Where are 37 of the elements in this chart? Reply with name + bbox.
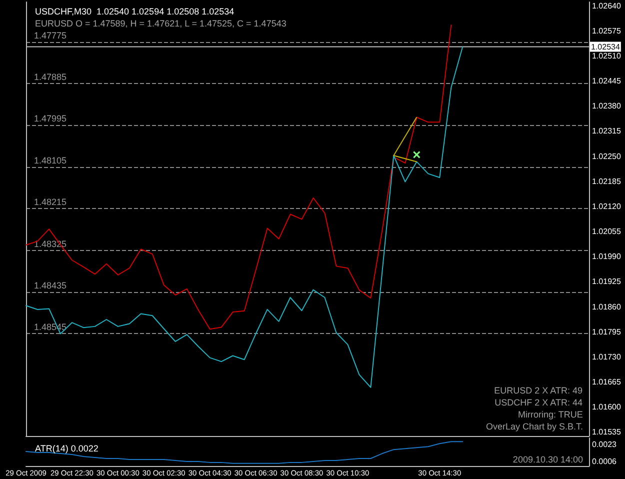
chart-title: USDCHF,M30 1.02540 1.02594 1.02508 1.02534 [35, 6, 234, 16]
y-tick-label: 1.48215 [34, 197, 67, 208]
y2-tick-label: 1.01990 [592, 252, 622, 262]
ref-line-label: 1.02534 [591, 42, 620, 52]
annotation: Mirroring: TRUE [518, 410, 583, 420]
y2-tick-label: 1.02185 [592, 176, 622, 186]
y2-tick-label: 1.02120 [592, 202, 622, 211]
y-tick-label: 1.47885 [34, 72, 67, 82]
y2-tick-label: 1.01860 [592, 302, 622, 312]
y2-tick-label: 1.02510 [592, 52, 622, 61]
y-tick-label: 1.48105 [34, 155, 67, 166]
y-tick-label: 1.48435 [34, 280, 67, 290]
line-series [26, 46, 464, 388]
y-tick-label: 1.47775 [34, 30, 67, 40]
annotation: OverLay Chart by S.B.T. [486, 422, 584, 432]
y2-tick-label: 1.01925 [592, 277, 622, 286]
y2-tick-label: 1.02055 [592, 227, 622, 236]
y2-tick-label: 1.02315 [592, 126, 622, 136]
y-tick-label: 1.47995 [34, 114, 67, 124]
y2-tick-label: 1.02575 [592, 26, 622, 36]
y2-tick-label: 1.02380 [592, 102, 622, 111]
y2-tick-label: 1.01795 [592, 327, 622, 336]
y2-tick-label: 1.01600 [592, 402, 622, 412]
y-tick-label: 0.0023 [592, 440, 618, 450]
y2-tick-label: 1.02445 [592, 76, 622, 86]
text: EURUSD O = 1.47589, H = 1.47621, L = 1.47525, C = 1.47543 [35, 18, 286, 28]
annotation: EURUSD 2 X ATR: 49 [494, 386, 583, 396]
y2-tick-label: 1.01665 [592, 377, 622, 386]
line-series [26, 441, 464, 464]
y2-tick-label: 1.02250 [592, 152, 622, 161]
annotation: USDCHF 2 X ATR: 44 [494, 398, 583, 408]
y-tick-label: 0.0006 [592, 456, 618, 466]
y2-tick-label: 1.01730 [592, 352, 622, 362]
y2-tick-label: 1.02640 [592, 1, 622, 10]
annotation: 2009.10.30 14:00 [512, 454, 584, 464]
y2-tick-label: 1.01535 [592, 428, 622, 437]
text: ATR(14) 0.0022 [35, 444, 98, 454]
